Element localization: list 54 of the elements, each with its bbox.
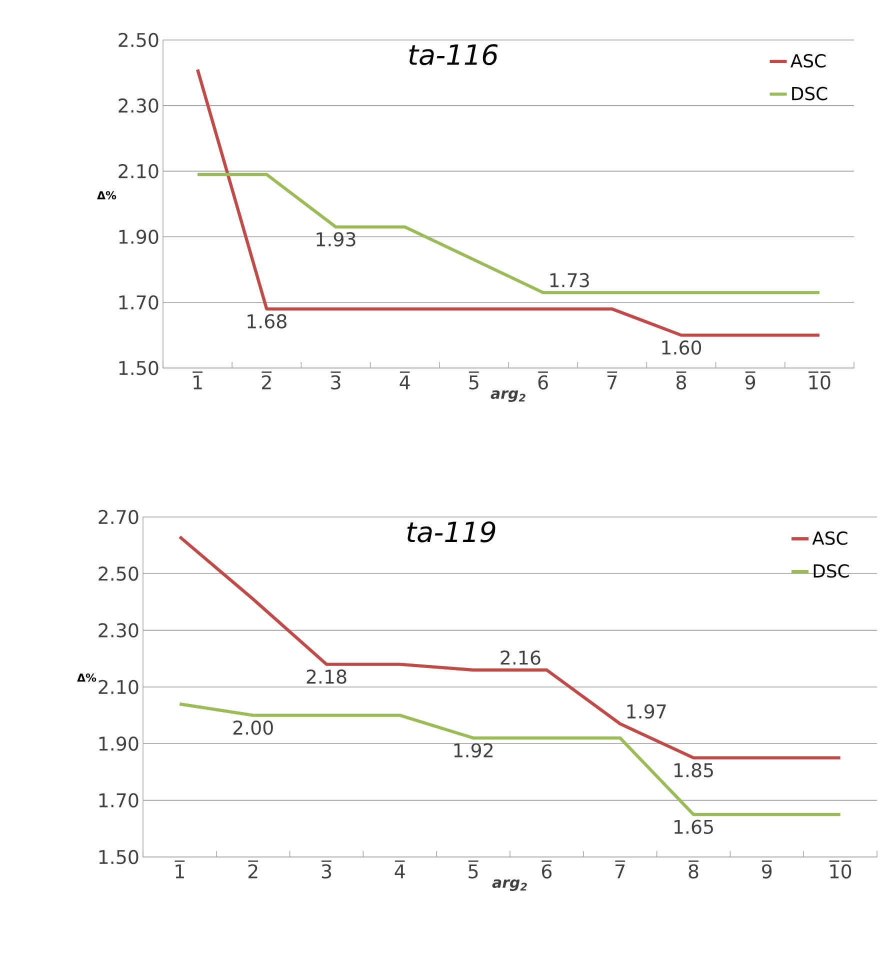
y-tick-label: 1.50 [99, 850, 138, 864]
y-axis-title: Δ% [77, 674, 96, 682]
x-tick-label: 7̅ [615, 860, 626, 878]
data-label: 2.16 [500, 650, 540, 665]
data-label: 1.65 [674, 820, 713, 834]
y-tick-label: 1.50 [119, 360, 158, 376]
y-tick-label: 1.70 [119, 295, 158, 310]
x-axis-title: arg$_{2}$ [492, 879, 527, 891]
y-tick-label: 2.50 [98, 566, 138, 581]
x-tick-label: 8̅ [688, 860, 698, 879]
x-tick-label: 8̅ [676, 372, 686, 390]
chart-title: ta-119 [407, 521, 496, 542]
x-tick-label: 6̅ [538, 372, 548, 390]
y-tick-label: 1.90 [99, 736, 138, 751]
x-axis-title: arg$_{2}$ [490, 390, 526, 402]
x-tick-label: 1̅ [192, 372, 202, 390]
y-tick-label: 2.30 [118, 98, 158, 113]
x-tick-label: 2̅ [248, 860, 258, 878]
y-tick-label: 2.30 [98, 623, 138, 638]
x-tick-label: 1̅ [174, 860, 185, 878]
x-tick-label: 3̅ [330, 372, 341, 390]
x-tick-label: 4̅ [394, 860, 405, 878]
x-tick-label: 3̅ [322, 860, 332, 879]
y-tick-label: 2.10 [118, 164, 158, 178]
legend-label: ASC [790, 54, 826, 68]
legend-label: DSC [792, 86, 828, 100]
x-tick-label: 4̅ [400, 372, 410, 390]
x-tick-label: 6̅ [542, 860, 552, 879]
data-label: 1.93 [316, 232, 356, 246]
x-tick-label: 2̅ [262, 372, 272, 390]
y-tick-label: 1.70 [99, 793, 138, 808]
y-axis-title: Δ% [97, 191, 116, 200]
legend-label: ASC [812, 531, 848, 545]
data-label: 1.85 [674, 763, 713, 778]
data-label: 1.68 [248, 314, 286, 328]
x-tick-label: 1̅0̅ [829, 860, 852, 879]
y-tick-label: 2.70 [98, 510, 138, 524]
legend-label: DSC [814, 564, 849, 578]
x-tick-label: 1̅0̅ [808, 372, 830, 390]
y-tick-label: 1.90 [119, 230, 158, 244]
data-label: 1.73 [550, 273, 589, 288]
x-tick-label: 5̅ [469, 372, 479, 390]
x-tick-label: 9̅ [745, 372, 756, 390]
x-tick-label: 7̅ [607, 372, 618, 390]
chart-title: ta-116 [409, 44, 498, 66]
data-label: 1.97 [627, 704, 666, 719]
data-label: 2.18 [306, 670, 346, 684]
x-tick-label: 9̅ [762, 860, 772, 879]
x-tick-label: 5̅ [468, 860, 478, 879]
data-label: 1.60 [662, 340, 702, 355]
data-label: 2.00 [233, 720, 273, 735]
data-label: 1.92 [454, 743, 492, 758]
y-tick-label: 2.10 [98, 680, 138, 694]
y-tick-label: 2.50 [118, 32, 158, 48]
